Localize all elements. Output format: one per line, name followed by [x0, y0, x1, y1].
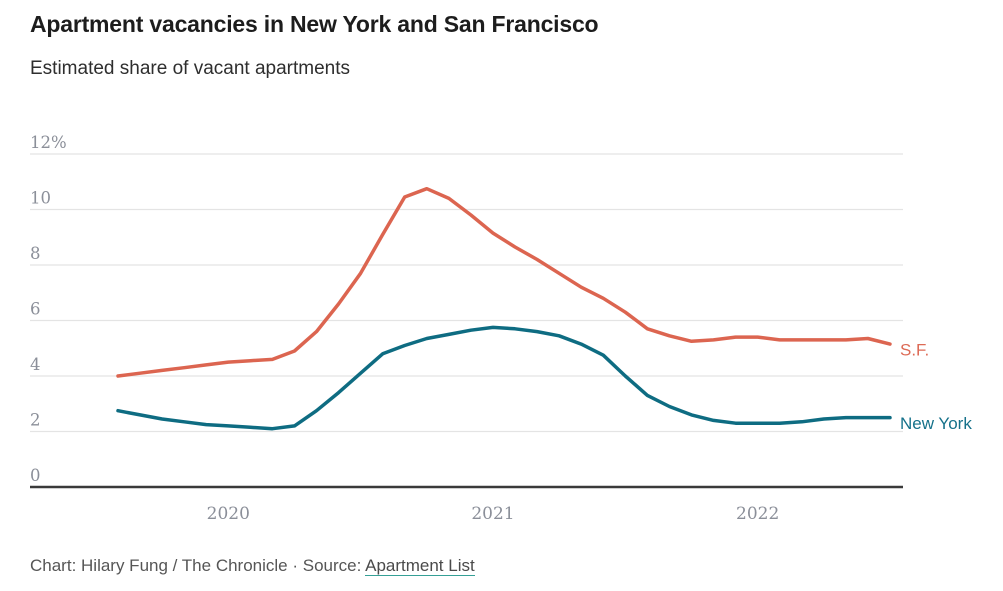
x-tick-label: 2022 [736, 504, 779, 524]
page-title: Apartment vacancies in New York and San … [30, 11, 599, 37]
x-tick-label: 2020 [207, 504, 250, 524]
y-tick-label: 12% [30, 133, 67, 152]
page-subtitle: Estimated share of vacant apartments [30, 58, 350, 79]
y-tick-label: 6 [30, 300, 41, 319]
new-york-series-label: New York [900, 414, 972, 433]
y-tick-label: 2 [30, 411, 41, 430]
s-f-line [116, 186, 892, 378]
y-tick-label: 10 [30, 189, 51, 208]
source-link[interactable]: Apartment List [365, 556, 475, 576]
y-tick-label: 8 [30, 244, 41, 263]
credit-text: Chart: Hilary Fung / The Chronicle · Sou… [30, 556, 366, 575]
y-tick-label: 0 [30, 466, 41, 485]
y-tick-label: 4 [30, 355, 41, 374]
chart-credit: Chart: Hilary Fung / The Chronicle · Sou… [30, 556, 970, 576]
x-tick-label: 2021 [471, 504, 514, 524]
new-york-line [116, 325, 892, 431]
s-f-series-label: S.F. [900, 341, 929, 360]
